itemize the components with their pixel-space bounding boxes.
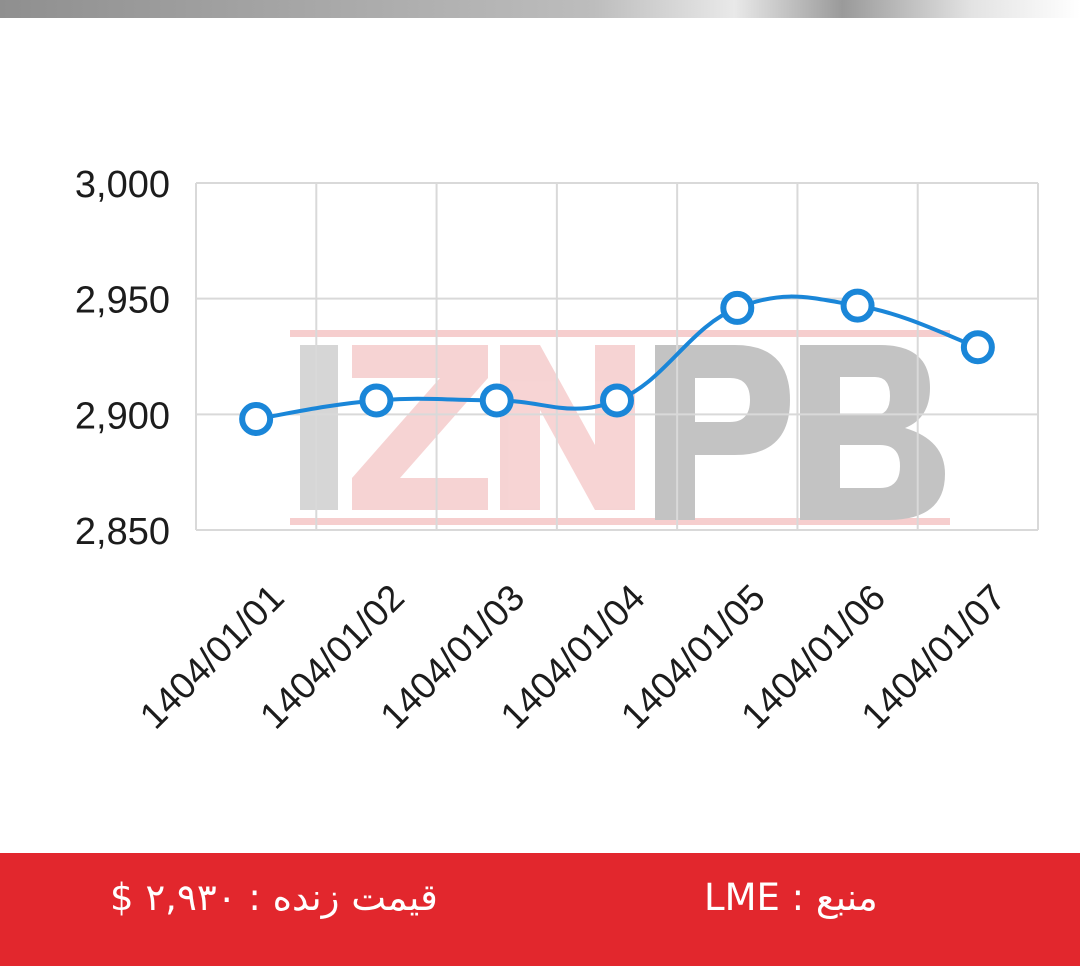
y-tick-label: 2,850	[75, 511, 170, 553]
y-tick-label: 3,000	[75, 164, 170, 206]
y-tick-label: 2,900	[75, 395, 170, 437]
watermark-logo	[290, 330, 950, 525]
data-point	[840, 288, 875, 323]
source-text: منبع : LME	[704, 876, 878, 919]
data-point	[600, 383, 634, 418]
data-point	[239, 401, 274, 436]
data-point	[359, 383, 394, 418]
top-image-strip	[0, 0, 1080, 18]
price-line-chart: 3,000 2,950 2,900 2,850 1404/01/011404/01/0…	[75, 164, 1039, 737]
y-axis-labels: 3,000 2,950 2,900 2,850	[75, 164, 170, 553]
data-points	[239, 288, 995, 436]
live-price-text: قیمت زنده : ۲,۹۳۰ $	[110, 876, 438, 919]
data-point	[960, 330, 995, 365]
data-point	[720, 290, 755, 325]
data-point	[479, 383, 514, 418]
x-axis-labels: 1404/01/011404/01/021404/01/031404/01/04…	[132, 577, 1014, 737]
y-tick-label: 2,950	[75, 280, 170, 322]
price-footer-bar: قیمت زنده : ۲,۹۳۰ $ منبع : LME	[0, 853, 1080, 966]
